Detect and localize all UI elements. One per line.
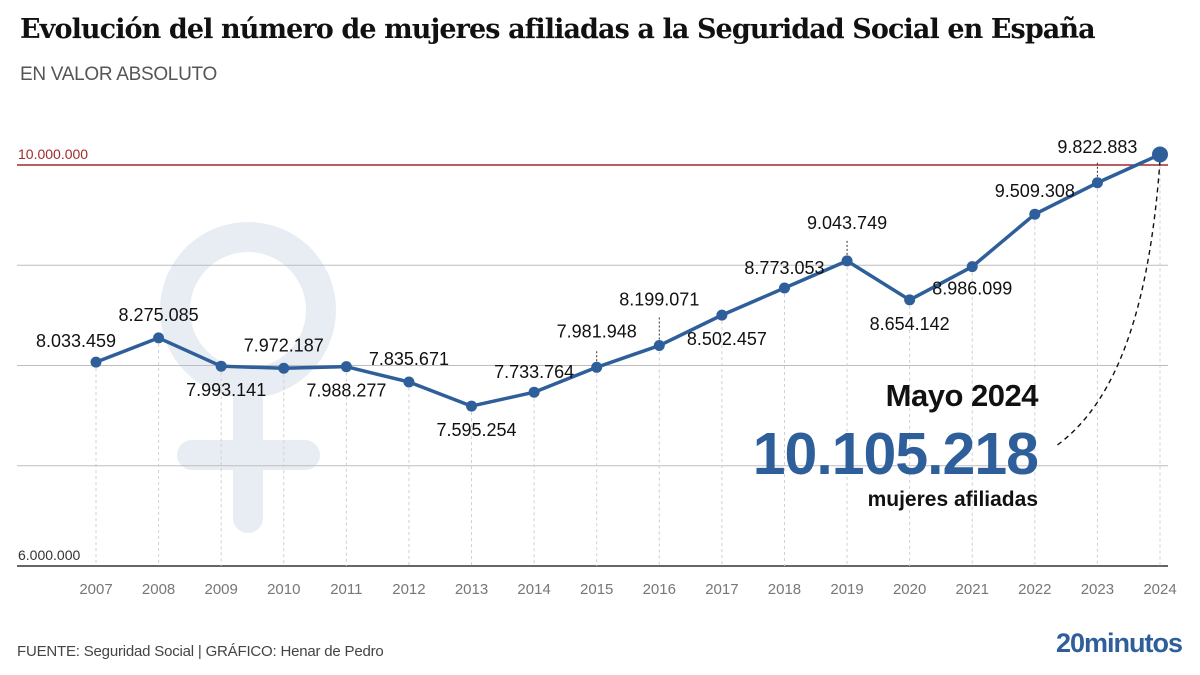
data-points <box>90 146 1168 412</box>
data-point <box>153 332 165 344</box>
data-point <box>278 362 290 374</box>
data-label: 9.822.883 <box>1057 137 1137 157</box>
x-tick-label: 2011 <box>330 581 362 598</box>
data-point <box>340 361 352 373</box>
data-point <box>90 356 102 368</box>
x-tick-label: 2016 <box>643 581 676 598</box>
x-axis-labels: 2007 2008 2009 2010 2011 2012 2013 2014 2015 2016… <box>79 581 1176 598</box>
x-tick-label: 2024 <box>1143 581 1176 598</box>
data-point <box>778 282 790 294</box>
female-symbol-icon <box>160 222 336 533</box>
callout-label: mujeres afiliadas <box>867 488 1038 511</box>
data-label: 8.275.085 <box>119 305 199 325</box>
x-tick-label: 2007 <box>79 581 112 598</box>
x-tick-label: 2018 <box>768 581 801 598</box>
data-label: 7.981.948 <box>557 321 637 341</box>
x-tick-label: 2013 <box>455 581 488 598</box>
data-point <box>528 386 540 398</box>
data-point <box>1152 146 1168 163</box>
x-tick-label: 2014 <box>517 581 550 598</box>
callout-leader-line <box>1055 160 1161 447</box>
vertical-guides <box>95 154 1161 566</box>
data-point <box>904 294 916 306</box>
data-point <box>466 400 478 412</box>
data-label: 8.033.459 <box>36 331 116 351</box>
x-tick-label: 2015 <box>580 581 613 598</box>
data-label: 8.502.457 <box>687 329 767 349</box>
data-point <box>1091 177 1103 189</box>
data-point <box>716 309 728 321</box>
x-tick-label: 2010 <box>267 581 300 598</box>
x-tick-label: 2009 <box>204 581 237 598</box>
callout-leader <box>1055 160 1161 447</box>
x-tick-label: 2008 <box>142 581 175 598</box>
y-axis-labels: 6.000.000 10.000.000 <box>18 146 88 563</box>
y-tick-label: 6.000.000 <box>18 547 80 563</box>
data-point <box>966 261 978 273</box>
data-point <box>403 376 415 388</box>
data-point <box>1029 208 1041 220</box>
callout-value: 10.105.218 <box>752 421 1039 487</box>
x-tick-label: 2021 <box>956 581 989 598</box>
data-point <box>591 361 603 373</box>
data-label: 8.199.071 <box>619 290 699 310</box>
brand-logo: 20minutos <box>1055 628 1183 658</box>
x-tick-label: 2020 <box>893 581 926 598</box>
data-label: 8.986.099 <box>932 279 1012 299</box>
data-label: 7.733.764 <box>494 362 574 382</box>
data-label: 7.988.277 <box>306 381 386 401</box>
series-line <box>95 152 1161 408</box>
label-leaders <box>596 162 1098 362</box>
data-label: 9.043.749 <box>807 213 887 233</box>
data-point <box>841 255 853 267</box>
data-label: 8.654.142 <box>870 314 950 334</box>
data-label: 7.595.254 <box>436 420 516 440</box>
x-tick-label: 2019 <box>830 581 863 598</box>
chart-title: Evolución del número de mujeres afiliada… <box>20 14 1096 45</box>
y-tick-label: 10.000.000 <box>18 146 88 162</box>
source-credit: FUENTE: Seguridad Social | GRÁFICO: Hena… <box>17 643 384 660</box>
chart-subtitle: EN VALOR ABSOLUTO <box>20 64 217 85</box>
x-tick-label: 2023 <box>1081 581 1114 598</box>
data-label: 7.972.187 <box>244 335 324 355</box>
series-polyline <box>95 152 1161 408</box>
callout-date: Mayo 2024 <box>885 378 1039 413</box>
x-tick-label: 2012 <box>392 581 425 598</box>
data-label: 7.993.141 <box>186 380 266 400</box>
x-tick-label: 2022 <box>1018 581 1051 598</box>
data-label: 7.835.671 <box>369 349 449 369</box>
x-tick-label: 2017 <box>705 581 738 598</box>
data-point <box>215 360 227 372</box>
data-point <box>653 340 665 352</box>
data-label: 8.773.053 <box>744 258 824 278</box>
data-label: 9.509.308 <box>995 181 1075 201</box>
